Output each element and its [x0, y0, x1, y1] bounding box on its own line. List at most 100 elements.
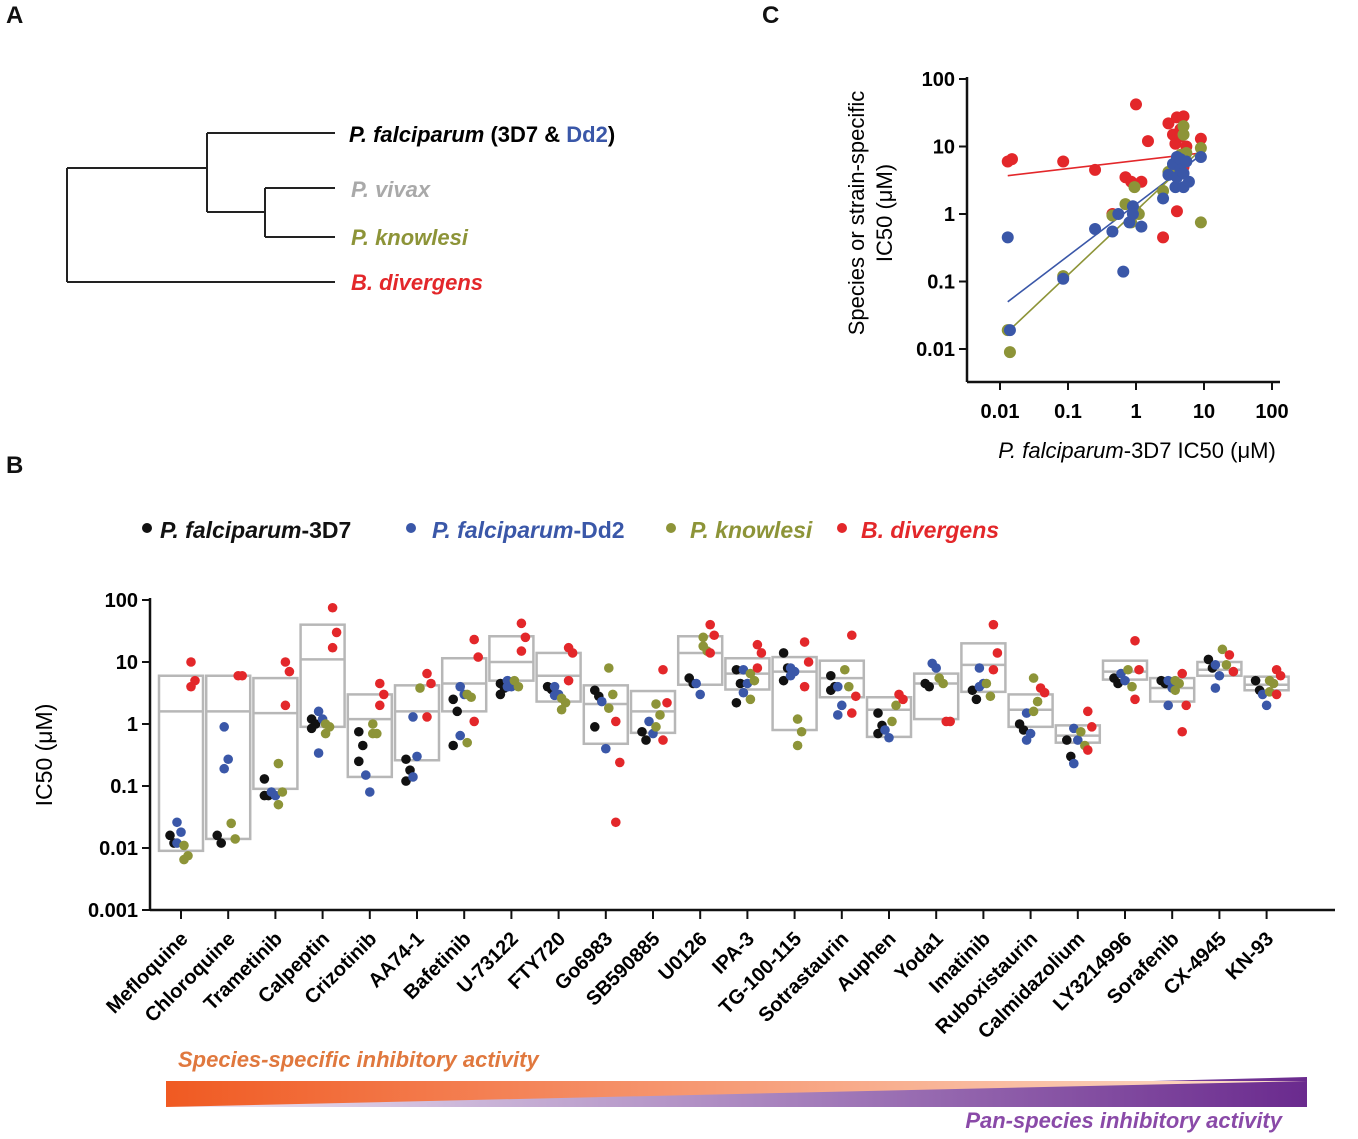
data-point: [884, 732, 894, 743]
panel-c-axes: 0.01 0.01 0.1 0.1 1 1 10 10 100 100: [916, 69, 1289, 423]
data-point: [408, 772, 418, 782]
scatter-point: [1089, 163, 1102, 176]
data-point: [1221, 660, 1232, 670]
data-point: [655, 710, 665, 720]
data-point: [981, 678, 992, 689]
species-specific-label: Species-specific inhibitory activity: [178, 1047, 540, 1072]
panel-c-xlabel: P. falciparum-3D7 IC50 (μM): [998, 438, 1276, 463]
scatter-point: [1194, 216, 1207, 229]
scatter-point: [1194, 132, 1207, 145]
pan-species-label: Pan-species inhibitory activity: [965, 1108, 1283, 1133]
data-point: [556, 704, 567, 715]
data-point: [992, 648, 1003, 658]
data-point: [1123, 664, 1133, 675]
data-point: [658, 735, 668, 745]
data-point: [408, 712, 418, 722]
data-point: [379, 689, 389, 700]
panel-b-chart: 100 10 1 0.1 0.01 0.001 MefloquineChloroquine…: [31, 590, 1335, 1043]
panel-b-category-labels: MefloquineChloroquineTrametinibCalpeptin…: [102, 928, 1278, 1043]
data-point: [971, 694, 982, 705]
data-point: [1210, 660, 1221, 670]
data-point: [466, 692, 477, 703]
gradient-orange: [166, 1081, 1307, 1107]
data-point: [280, 700, 291, 711]
data-point: [1083, 706, 1093, 717]
range-box: [252, 676, 299, 791]
data-point: [354, 726, 364, 737]
data-point: [1130, 694, 1140, 705]
panel-b-ytick-label: 100: [105, 590, 138, 612]
data-point: [641, 735, 651, 745]
scatter-point: [1057, 272, 1070, 285]
data-point: [651, 722, 661, 732]
data-point: [1275, 670, 1286, 681]
legend-item-3d7: P. falciparum-3D7: [142, 517, 351, 543]
data-point: [604, 703, 614, 713]
scatter-point: [1141, 135, 1154, 148]
data-point: [1268, 678, 1279, 689]
data-point: [473, 652, 484, 662]
data-point: [731, 697, 742, 708]
data-point: [327, 602, 338, 613]
panel-c-points: [1001, 98, 1207, 359]
panel-c-xtick-label: 0.1: [1054, 401, 1082, 423]
data-point: [1134, 664, 1144, 675]
data-point: [792, 714, 803, 724]
panel-a-label: A: [6, 2, 24, 29]
data-point: [1069, 758, 1079, 769]
scatter-point: [1157, 231, 1170, 244]
data-point: [216, 838, 226, 848]
data-point: [513, 681, 524, 692]
panel-b-ylabel: IC50 (μM): [31, 704, 57, 807]
data-point: [1163, 675, 1173, 686]
data-point: [756, 648, 767, 658]
data-point: [698, 632, 708, 643]
data-point: [1076, 726, 1086, 737]
data-point: [422, 668, 432, 679]
scatter-point: [1106, 225, 1119, 238]
data-point: [799, 637, 810, 647]
data-point: [931, 663, 941, 673]
range-box: [960, 642, 1007, 694]
data-point: [735, 678, 746, 689]
data-point: [1039, 687, 1050, 698]
data-point: [1217, 644, 1228, 655]
scatter-point: [1180, 155, 1193, 168]
data-point: [1163, 700, 1173, 711]
data-point: [563, 675, 574, 686]
data-point: [313, 706, 324, 717]
scatter-point: [1089, 222, 1102, 235]
data-point: [165, 830, 175, 841]
data-point: [354, 756, 364, 767]
data-point: [401, 754, 411, 765]
data-point: [306, 723, 317, 734]
data-point: [549, 681, 560, 692]
data-point: [368, 719, 378, 729]
data-point: [280, 657, 291, 667]
data-point: [611, 817, 621, 828]
data-point: [516, 618, 527, 629]
legend-item-knowlesi: P. knowlesi: [666, 517, 813, 543]
data-point: [637, 726, 647, 737]
scatter-point: [1135, 220, 1148, 233]
data-point: [792, 740, 803, 751]
data-point: [1127, 681, 1137, 692]
data-point: [1177, 726, 1187, 737]
panel-b-boxes: [157, 623, 1290, 853]
scatter-point: [1126, 208, 1139, 220]
data-point: [320, 728, 331, 739]
panel-b-legend: P. falciparum-3D7 P. falciparum-Dd2 P. k…: [142, 517, 999, 543]
category-label: KN-93: [1222, 928, 1278, 984]
data-point: [898, 694, 908, 705]
panel-c-xtick-label: 10: [1193, 401, 1215, 423]
data-point: [1181, 700, 1191, 711]
data-point: [502, 681, 513, 692]
data-point: [887, 716, 897, 727]
data-point: [284, 666, 295, 677]
data-point: [327, 642, 338, 653]
panel-c-ytick-label: 0.01: [916, 339, 955, 361]
data-point: [1228, 666, 1239, 677]
data-point: [608, 689, 618, 700]
scatter-point: [1177, 128, 1190, 141]
